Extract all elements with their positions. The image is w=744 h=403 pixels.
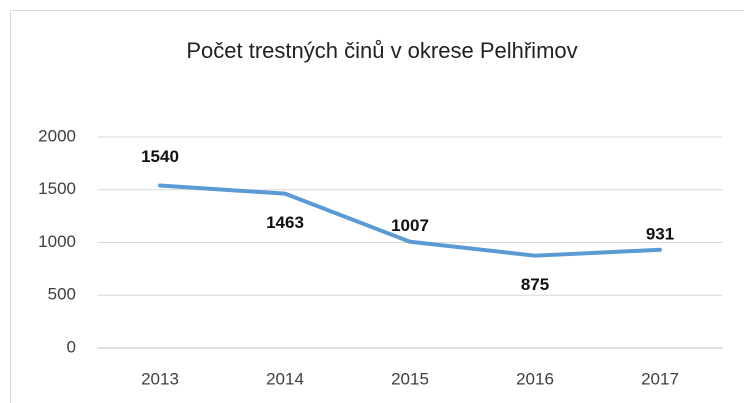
y-tick-label: 2000 bbox=[38, 126, 76, 145]
y-tick-label: 500 bbox=[48, 285, 76, 304]
data-label: 875 bbox=[521, 275, 549, 294]
x-tick-label: 2015 bbox=[391, 369, 429, 388]
chart-frame bbox=[10, 10, 744, 403]
x-tick-label: 2014 bbox=[266, 369, 304, 388]
x-tick-label: 2013 bbox=[141, 369, 179, 388]
data-label: 1007 bbox=[391, 216, 429, 235]
y-tick-label: 1500 bbox=[38, 179, 76, 198]
y-tick-label: 1000 bbox=[38, 232, 76, 251]
data-label: 1463 bbox=[266, 213, 304, 232]
x-tick-label: 2017 bbox=[641, 369, 679, 388]
x-tick-label: 2016 bbox=[516, 369, 554, 388]
data-label: 931 bbox=[646, 224, 674, 243]
chart-title: Počet trestných činů v okrese Pelhřimov bbox=[186, 38, 577, 63]
line-series bbox=[158, 183, 662, 258]
data-label: 1540 bbox=[141, 147, 179, 166]
y-tick-label: 0 bbox=[67, 337, 76, 356]
